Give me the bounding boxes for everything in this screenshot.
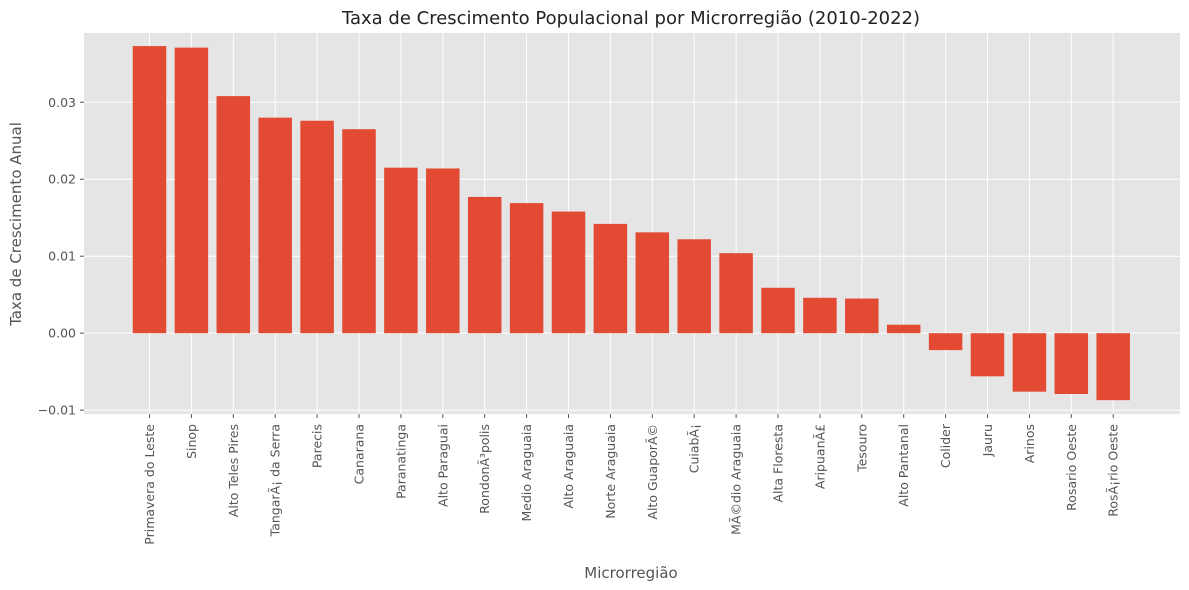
bar [677,239,711,334]
x-tick-label: Colider [938,423,953,468]
x-tick-label: Alto GuaporÃ© [645,424,660,520]
bar [635,232,670,334]
bar [1012,333,1047,392]
x-tick-label: Alto Teles Pires [226,424,241,517]
x-tick-label: Norte Araguaia [603,424,618,519]
x-tick-label: RondonÃ³polis [477,424,492,514]
bar [509,203,544,334]
bar [928,333,963,351]
bar [886,324,921,334]
y-axis-label: Taxa de Crescimento Anual [7,122,25,327]
x-tick-label: TangarÃ¡ da Serra [268,424,283,537]
y-tick-label: −0.01 [38,403,76,418]
bar [216,96,251,334]
bar [384,167,418,334]
y-tick-label: 0.02 [48,172,76,187]
bar [719,253,753,334]
bar [258,117,292,334]
x-tick-label: Sinop [184,424,199,459]
x-tick-label: Canarana [352,424,367,484]
bars [132,46,1130,401]
y-tick-label: 0.01 [48,249,76,264]
x-tick-label: AripuanÃ£ [812,424,827,489]
bar [593,223,628,334]
x-tick-label: Arinos [1022,424,1037,463]
x-tick-label: Alto Araguaia [561,424,576,509]
bar [467,196,502,334]
x-axis-label: Microrregião [584,564,677,582]
bar [132,46,167,334]
x-tick-label: Paranatinga [393,424,408,499]
x-tick-label: Alta Floresta [771,424,786,503]
bar [1054,333,1089,394]
y-axis-ticks: −0.01 0.00 0.01 0.02 0.03 [38,95,84,418]
bar [970,333,1005,377]
bar [803,297,837,334]
x-tick-label: Primavera do Leste [142,424,157,545]
bar [761,287,795,334]
bar [342,129,376,334]
x-axis-ticks: Primavera do Leste Sinop Alto Teles Pires T… [142,414,1121,545]
chart-title: Taxa de Crescimento Populacional por Mic… [341,8,920,29]
x-tick-label: RosÃ¡rio Oeste [1106,424,1121,517]
x-tick-label: Rosario Oeste [1064,424,1079,511]
bar [551,211,586,334]
x-tick-label: Medio Araguaia [519,424,534,522]
x-tick-label: MÃ©dio Araguaia [729,424,744,535]
x-tick-label: CuiabÃ¡ [687,424,702,473]
x-tick-label: Jauru [980,424,995,457]
bar [1096,333,1130,401]
x-tick-label: Alto Paraguai [435,424,450,507]
y-tick-label: 0.00 [48,326,76,341]
bar [174,47,209,334]
bar [426,168,460,334]
x-tick-label: Alto Pantanal [896,424,911,507]
x-tick-label: Tesouro [854,424,869,473]
x-tick-label: Parecis [310,424,325,468]
bar [300,120,334,334]
bar [845,298,879,334]
y-tick-label: 0.03 [48,95,76,110]
